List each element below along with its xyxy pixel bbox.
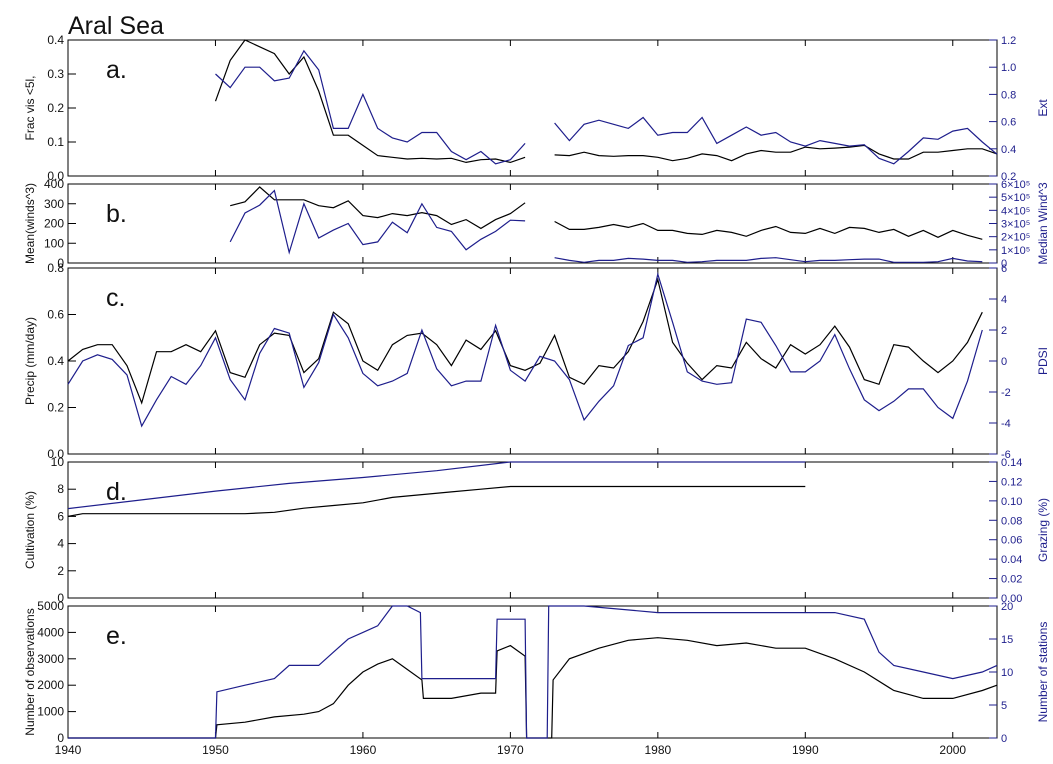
left-tick-label: 400: [44, 177, 64, 191]
left-tick-label: 4000: [37, 625, 64, 639]
panel-frame: [68, 184, 997, 263]
x-tick-label: 1990: [792, 743, 819, 757]
series-line-left: [230, 187, 982, 239]
left-tick-label: 4: [57, 537, 64, 551]
chart-title: Aral Sea: [68, 12, 164, 40]
left-tick-label: 0.4: [47, 33, 64, 47]
panel-frame: [68, 606, 997, 738]
panel-frame: [68, 40, 997, 176]
left-tick-label: 0.3: [47, 67, 64, 81]
right-tick-label: 0.02: [1001, 574, 1022, 586]
panel-5: 0 1000 2000 3000 4000 5000 0 5 10 15 20 Number of o…: [23, 599, 1050, 745]
right-tick-label: 6: [1001, 263, 1007, 275]
right-axis-label: PDSI: [1036, 347, 1050, 375]
x-tick-label: 1960: [350, 743, 377, 757]
panel-label: b.: [106, 200, 127, 228]
panel-frame: [68, 462, 997, 598]
right-tick-label: 5: [1001, 700, 1007, 712]
right-tick-label: 4×10⁵: [1001, 205, 1030, 217]
left-axis-label: Mean(winds^3): [23, 183, 37, 264]
right-tick-label: -2: [1001, 387, 1011, 399]
series-line-right: [68, 274, 982, 426]
left-tick-label: 0.1: [47, 135, 64, 149]
panel-1: 0.0 0.1 0.2 0.3 0.4 0.2 0.4 0.6 0.8 1.0 1.2 Frac vi…: [23, 33, 1050, 183]
right-axis-label: Number of stations: [1036, 622, 1050, 723]
right-tick-label: 4: [1001, 294, 1007, 306]
left-tick-label: 5000: [37, 599, 64, 613]
left-tick-label: 10: [51, 455, 65, 469]
right-tick-label: 6×10⁵: [1001, 179, 1030, 191]
right-tick-label: 1.0: [1001, 62, 1016, 74]
panels: 0.0 0.1 0.2 0.3 0.4 0.2 0.4 0.6 0.8 1.0 1.2 Frac vi…: [23, 33, 1050, 757]
right-tick-label: 5×10⁵: [1001, 192, 1030, 204]
left-axis-label: Frac vis <5l,: [23, 75, 37, 140]
right-tick-label: 0.06: [1001, 535, 1022, 547]
panel-2: 010020030040001×10⁵2×10⁵3×10⁵4×10⁵5×10⁵6…: [23, 177, 1050, 270]
left-tick-label: 2: [57, 564, 64, 578]
right-tick-label: 10: [1001, 667, 1013, 679]
right-tick-label: 2×10⁵: [1001, 232, 1030, 244]
left-tick-label: 2000: [37, 678, 64, 692]
right-tick-label: 1.2: [1001, 35, 1016, 47]
left-tick-label: 8: [57, 482, 64, 496]
left-tick-label: 0.2: [47, 401, 64, 415]
left-tick-label: 1000: [37, 705, 64, 719]
right-axis-label: Ext: [1036, 99, 1050, 117]
left-tick-label: 0.8: [47, 261, 64, 275]
x-tick-label: 1950: [202, 743, 229, 757]
right-tick-label: 0.14: [1001, 457, 1022, 469]
series-line-right: [68, 462, 805, 509]
panel-frame: [68, 268, 997, 454]
right-tick-label: 0.6: [1001, 117, 1016, 129]
left-axis-label: Precip (mm/day): [23, 317, 37, 405]
x-tick-label: 2000: [939, 743, 966, 757]
right-tick-label: -4: [1001, 418, 1011, 430]
left-tick-label: 6: [57, 509, 64, 523]
left-tick-label: 0.6: [47, 308, 64, 322]
right-tick-label: 0.8: [1001, 89, 1016, 101]
right-axis-label: Grazing (%): [1036, 498, 1050, 562]
x-tick-label: 1980: [644, 743, 671, 757]
right-tick-label: 0: [1001, 356, 1007, 368]
left-tick-label: 100: [44, 236, 64, 250]
right-tick-label: 20: [1001, 601, 1013, 613]
left-tick-label: 3000: [37, 652, 64, 666]
x-tick-label: 1970: [497, 743, 524, 757]
left-axis-label: Number of observations: [23, 608, 37, 735]
panel-label: e.: [106, 622, 127, 650]
series-line-right: [216, 51, 998, 164]
right-tick-label: 0.04: [1001, 554, 1022, 566]
right-tick-label: 15: [1001, 634, 1013, 646]
series-line-left: [68, 638, 997, 738]
right-tick-label: 2: [1001, 325, 1007, 337]
series-line-right: [68, 606, 997, 738]
right-tick-label: 0.4: [1001, 144, 1016, 156]
x-tick-label: 1940: [55, 743, 82, 757]
right-tick-label: 1×10⁵: [1001, 245, 1030, 257]
series-line-left: [68, 487, 805, 517]
panel-4: 0 2 4 6 8 10 0.00 0.02 0.04 0.06 0.08 0.10 0.12 0.14 C…: [23, 455, 1050, 605]
left-tick-label: 0.4: [47, 354, 64, 368]
right-tick-label: 0.10: [1001, 496, 1022, 508]
left-tick-label: 0.2: [47, 101, 64, 115]
right-tick-label: 0: [1001, 733, 1007, 745]
series-line-left: [68, 280, 982, 403]
left-tick-label: 300: [44, 197, 64, 211]
panel-3: 0.0 0.2 0.4 0.6 0.8 -6 -4 -2 0 2 4 6 Precip (mm/day)…: [23, 261, 1050, 461]
right-tick-label: 3×10⁵: [1001, 219, 1030, 231]
panel-label: a.: [106, 56, 127, 84]
right-tick-label: 0.12: [1001, 476, 1022, 488]
right-axis-label: Median Wind^3: [1036, 182, 1050, 265]
left-tick-label: 200: [44, 217, 64, 231]
right-tick-label: 0.08: [1001, 515, 1022, 527]
panel-label: c.: [106, 284, 125, 312]
series-line-left: [216, 40, 998, 162]
left-axis-label: Cultivation (%): [23, 491, 37, 569]
